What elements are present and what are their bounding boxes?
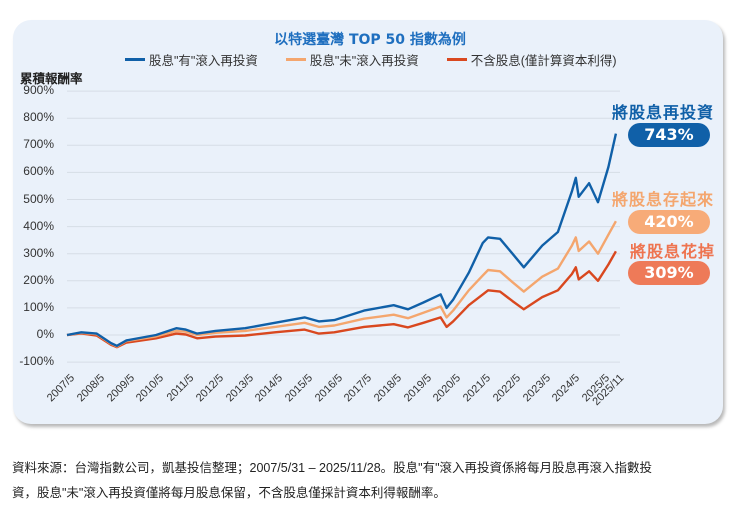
y-tick-label: 700% <box>23 137 54 152</box>
y-tick-label: 600% <box>23 164 54 179</box>
legend-item-not-reinvested: 股息"未"滾入再投資 <box>285 50 419 69</box>
y-tick-label: -100% <box>19 354 54 369</box>
y-tick-label: 200% <box>23 272 54 287</box>
legend-label-not-reinvested: 股息"未"滾入再投資 <box>309 54 419 68</box>
y-tick-label: 900% <box>23 83 54 98</box>
y-tick-label: 300% <box>23 245 54 260</box>
chart-panel <box>13 20 723 424</box>
series-line-2 <box>66 250 617 349</box>
y-axis-title: 累積報酬率 <box>20 71 83 86</box>
y-tick-label: 400% <box>23 218 54 233</box>
y-tick-label: 800% <box>23 110 54 125</box>
footnote-line-2: 資，股息"未"滾入再投資僅將每月股息保留，不含股息僅採計資本利得報酬率。 <box>12 486 446 500</box>
legend-swatch-not-reinvested <box>285 58 306 61</box>
legend-item-reinvested: 股息"有"滾入再投資 <box>125 50 258 69</box>
annotation-label-reinvest: 將股息再投資 <box>612 103 715 122</box>
legend-label-reinvested: 股息"有"滾入再投資 <box>149 54 258 68</box>
legend-label-price-only: 不含股息(僅計算資本利得) <box>470 54 617 68</box>
chart-title: 以特選臺灣 TOP 50 指數為例 <box>274 32 466 48</box>
y-tick-label: 0% <box>36 327 54 341</box>
annotation-label-spend: 將股息花掉 <box>630 242 716 261</box>
series-line-1 <box>66 220 617 348</box>
annotation-badge-spend: 309% <box>628 261 710 285</box>
footnote-line-1: 資料來源：台灣指數公司，凱基投信整理；2007/5/31 – 2025/11/2… <box>12 461 653 475</box>
legend-swatch-price-only <box>446 58 467 61</box>
source-footnote: 資料來源：台灣指數公司，凱基投信整理；2007/5/31 – 2025/11/2… <box>12 456 728 506</box>
chart-legend: 股息"有"滾入再投資 股息"未"滾入再投資 不含股息(僅計算資本利得) <box>125 50 617 69</box>
legend-item-price-only: 不含股息(僅計算資本利得) <box>446 50 617 69</box>
annotation-badge-save: 420% <box>628 210 710 234</box>
y-tick-label: 100% <box>23 299 54 314</box>
annotation-badge-reinvest: 743% <box>628 123 710 147</box>
series-line-0 <box>66 133 618 347</box>
y-tick-label: 500% <box>23 191 54 206</box>
legend-swatch-reinvested <box>125 58 145 61</box>
annotation-label-save: 將股息存起來 <box>612 190 715 209</box>
